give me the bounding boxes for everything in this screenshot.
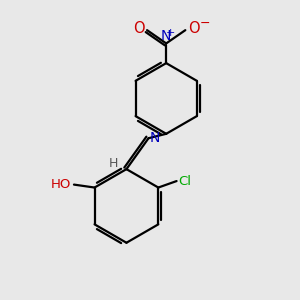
Text: HO: HO	[51, 178, 72, 191]
Text: O: O	[133, 21, 145, 36]
Text: H: H	[109, 157, 118, 170]
Text: N: N	[150, 131, 160, 145]
Text: Cl: Cl	[178, 175, 191, 188]
Text: N: N	[161, 29, 171, 44]
Text: O: O	[188, 21, 199, 36]
Text: +: +	[166, 28, 175, 38]
Text: −: −	[200, 17, 210, 30]
